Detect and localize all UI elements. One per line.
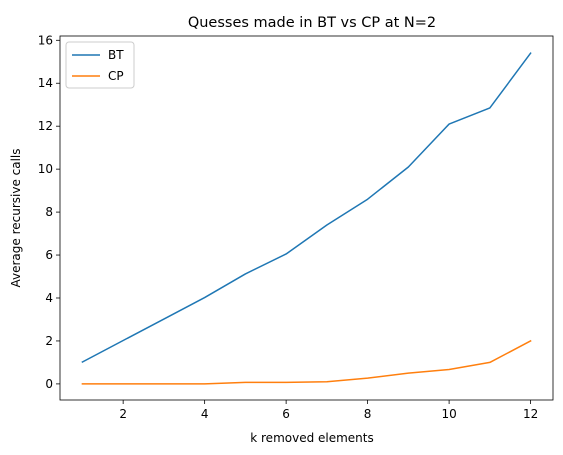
y-tick-label: 6 xyxy=(45,248,53,262)
legend: BT CP xyxy=(65,41,135,89)
y-axis-title: Average recursive calls xyxy=(9,148,23,287)
chart-title: Quesses made in BT vs CP at N=2 xyxy=(188,15,436,31)
legend-box xyxy=(65,41,135,89)
y-tick-label: 10 xyxy=(38,162,53,176)
y-tick-label: 14 xyxy=(38,76,53,90)
x-tick-label: 2 xyxy=(119,407,127,421)
legend-label-bt: BT xyxy=(108,48,124,62)
x-tick-label: 12 xyxy=(523,407,538,421)
y-tick-label: 8 xyxy=(45,205,53,219)
series-line-bt xyxy=(81,52,532,364)
legend-label-cp: CP xyxy=(108,69,124,83)
x-axis-title: k removed elements xyxy=(250,431,374,445)
plot-area: 2 4 6 8 10 12 0 2 4 6 8 10 12 14 16 BT CP xyxy=(38,33,554,421)
x-tick-label: 8 xyxy=(364,407,372,421)
y-tick-label: 16 xyxy=(38,33,53,47)
y-tick-label: 4 xyxy=(45,291,53,305)
series-line-cp xyxy=(81,339,532,385)
x-tick-label: 10 xyxy=(441,407,456,421)
y-tick-label: 2 xyxy=(45,334,53,348)
y-tick-label: 12 xyxy=(38,119,53,133)
plot-frame xyxy=(59,35,554,401)
y-tick-label: 0 xyxy=(45,377,53,391)
x-tick-label: 6 xyxy=(282,407,290,421)
x-tick-label: 4 xyxy=(201,407,209,421)
